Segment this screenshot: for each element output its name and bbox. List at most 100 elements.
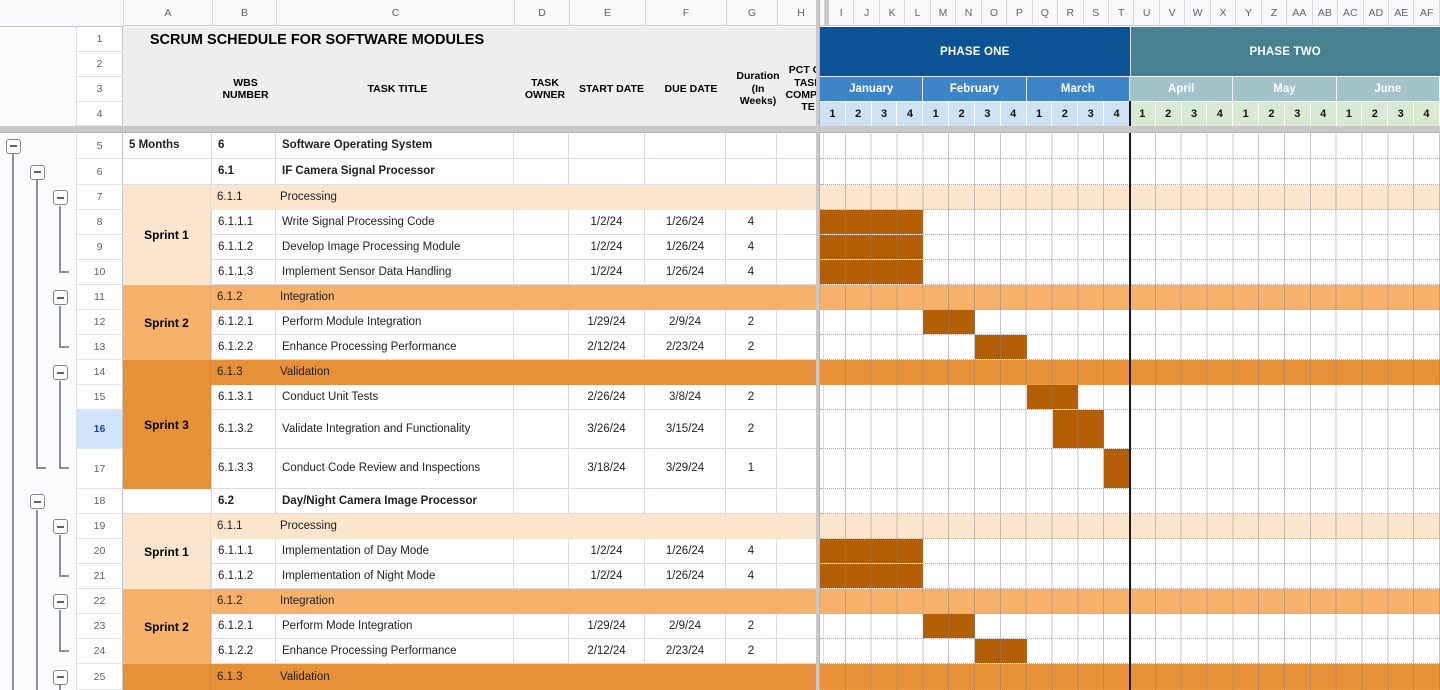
cell-sprint-area[interactable]: 5 Months bbox=[123, 133, 212, 159]
week-cell[interactable]: 3 bbox=[1284, 101, 1311, 126]
column-letter-A[interactable]: A bbox=[124, 0, 213, 26]
row-number-20[interactable]: 20 bbox=[77, 539, 123, 564]
cell-start-date[interactable]: 1/29/24 bbox=[569, 614, 645, 639]
cell-wbs[interactable]: 6.1.1.3 bbox=[212, 260, 276, 285]
week-cell[interactable]: 3 bbox=[871, 101, 898, 126]
week-cell[interactable]: 4 bbox=[1414, 101, 1440, 126]
column-letter-AF[interactable]: AF bbox=[1414, 0, 1440, 26]
group-collapse-button[interactable] bbox=[29, 494, 45, 509]
row-number-24[interactable]: 24 bbox=[77, 639, 123, 664]
column-letter-Y[interactable]: Y bbox=[1236, 0, 1262, 26]
header-cell-E[interactable]: START DATE bbox=[573, 52, 650, 126]
cell-due-date[interactable] bbox=[640, 589, 720, 614]
cell-task-owner[interactable] bbox=[514, 639, 569, 664]
cell-task-owner[interactable] bbox=[511, 589, 565, 614]
cell-due-date[interactable]: 1/26/24 bbox=[645, 235, 726, 260]
group-collapse-button[interactable] bbox=[52, 519, 68, 534]
cell-duration[interactable]: 4 bbox=[726, 564, 777, 589]
group-collapse-button[interactable] bbox=[52, 290, 68, 305]
group-collapse-button[interactable] bbox=[52, 365, 68, 380]
column-letter-C[interactable]: C bbox=[277, 0, 515, 26]
cell-task-owner[interactable] bbox=[514, 235, 569, 260]
cell-duration[interactable]: 4 bbox=[726, 210, 777, 235]
row-number-17[interactable]: 17 bbox=[77, 449, 123, 489]
cell-task-title[interactable]: Implementation of Night Mode bbox=[276, 564, 514, 589]
column-letter-M[interactable]: M bbox=[930, 0, 957, 26]
cell-due-date[interactable]: 3/15/24 bbox=[645, 410, 726, 449]
cell-wbs[interactable]: 6.1.2.2 bbox=[212, 335, 276, 360]
column-letter-P[interactable]: P bbox=[1007, 0, 1033, 26]
column-letter-G[interactable]: G bbox=[727, 0, 778, 26]
column-letter-AA[interactable]: AA bbox=[1287, 0, 1313, 26]
cell-wbs[interactable]: 6.1.1 bbox=[211, 514, 274, 539]
header-cell-F[interactable]: DUE DATE bbox=[650, 52, 732, 126]
gantt-bar[interactable] bbox=[820, 539, 924, 563]
cell-start-date[interactable]: 1/2/24 bbox=[569, 210, 645, 235]
cell-wbs[interactable]: 6.1.2.1 bbox=[212, 614, 276, 639]
row-number-16[interactable]: 16 bbox=[77, 410, 123, 449]
phase-two-header[interactable]: PHASE TWO bbox=[1130, 27, 1440, 76]
cell-due-date[interactable]: 1/26/24 bbox=[645, 539, 726, 564]
cell-duration[interactable]: 2 bbox=[726, 410, 777, 449]
cell-due-date[interactable]: 3/8/24 bbox=[645, 385, 726, 410]
cell-start-date[interactable]: 1/2/24 bbox=[569, 539, 645, 564]
cell-duration[interactable] bbox=[720, 514, 770, 539]
cell-task-owner[interactable] bbox=[514, 614, 569, 639]
row-number-15[interactable]: 15 bbox=[77, 385, 123, 410]
cell-wbs[interactable]: 6.1.1.1 bbox=[212, 210, 276, 235]
column-letter-Z[interactable]: Z bbox=[1261, 0, 1288, 26]
cell-pct-complete[interactable] bbox=[770, 664, 816, 690]
cell-start-date[interactable]: 2/26/24 bbox=[569, 385, 645, 410]
cell-wbs[interactable]: 6.1.3 bbox=[211, 360, 274, 385]
cell-pct-complete[interactable] bbox=[777, 159, 824, 185]
week-cell[interactable]: 2 bbox=[1362, 101, 1389, 126]
column-letter-AB[interactable]: AB bbox=[1312, 0, 1339, 26]
cell-task-owner[interactable] bbox=[514, 210, 569, 235]
cell-duration[interactable]: 2 bbox=[726, 335, 777, 360]
week-cell[interactable]: 1 bbox=[1336, 101, 1363, 126]
cell-wbs[interactable]: 6.2 bbox=[212, 489, 276, 514]
cell-task-title[interactable]: Perform Module Integration bbox=[276, 310, 514, 335]
cell-task-owner[interactable] bbox=[511, 285, 565, 310]
month-march[interactable]: March bbox=[1026, 76, 1130, 101]
group-collapse-button[interactable] bbox=[52, 594, 68, 609]
column-letter-V[interactable]: V bbox=[1159, 0, 1186, 26]
sprint-cell[interactable]: Sprint 2 bbox=[123, 589, 211, 664]
cell-pct-complete[interactable] bbox=[777, 133, 824, 159]
row-number-12[interactable]: 12 bbox=[77, 310, 123, 335]
cell-task-title[interactable]: Conduct Code Review and Inspections bbox=[276, 449, 514, 489]
column-letter-T[interactable]: T bbox=[1108, 0, 1135, 26]
column-letter-Q[interactable]: Q bbox=[1032, 0, 1059, 26]
gantt-bar[interactable] bbox=[820, 564, 924, 588]
column-letter-X[interactable]: X bbox=[1210, 0, 1237, 26]
cell-wbs[interactable]: 6.1.1.2 bbox=[212, 564, 276, 589]
cell-start-date[interactable] bbox=[569, 133, 645, 159]
cell-start-date[interactable]: 1/29/24 bbox=[569, 310, 645, 335]
cell-pct-complete[interactable] bbox=[770, 360, 816, 385]
cell-pct-complete[interactable] bbox=[777, 639, 824, 664]
row-number-3[interactable]: 3 bbox=[77, 77, 123, 102]
gantt-bar[interactable] bbox=[975, 639, 1027, 663]
gantt-bar[interactable] bbox=[820, 260, 924, 284]
week-cell[interactable]: 1 bbox=[1233, 101, 1260, 126]
cell-due-date[interactable]: 3/29/24 bbox=[645, 449, 726, 489]
column-letter-AE[interactable]: AE bbox=[1388, 0, 1415, 26]
group-collapse-button[interactable] bbox=[52, 669, 68, 685]
cell-pct-complete[interactable] bbox=[777, 614, 824, 639]
phase-one-header[interactable]: PHASE ONE bbox=[820, 27, 1131, 76]
column-letter-I[interactable]: I bbox=[829, 0, 855, 26]
row-number-1[interactable]: 1 bbox=[77, 27, 123, 52]
cell-start-date[interactable] bbox=[565, 589, 640, 614]
cell-task-owner[interactable] bbox=[514, 159, 569, 185]
header-cell-C[interactable]: TASK TITLE bbox=[278, 52, 517, 126]
cell-task-owner[interactable] bbox=[514, 385, 569, 410]
cell-duration[interactable]: 2 bbox=[726, 385, 777, 410]
row-number-19[interactable]: 19 bbox=[77, 514, 123, 539]
cell-task-title[interactable]: Integration bbox=[274, 285, 511, 310]
sprint-cell[interactable]: Sprint 1 bbox=[123, 514, 211, 589]
week-cell[interactable]: 1 bbox=[1026, 101, 1053, 126]
cell-duration[interactable]: 1 bbox=[726, 449, 777, 489]
week-cell[interactable]: 4 bbox=[1000, 101, 1027, 126]
cell-task-title[interactable]: Implementation of Day Mode bbox=[276, 539, 514, 564]
week-cell[interactable]: 2 bbox=[845, 101, 872, 126]
